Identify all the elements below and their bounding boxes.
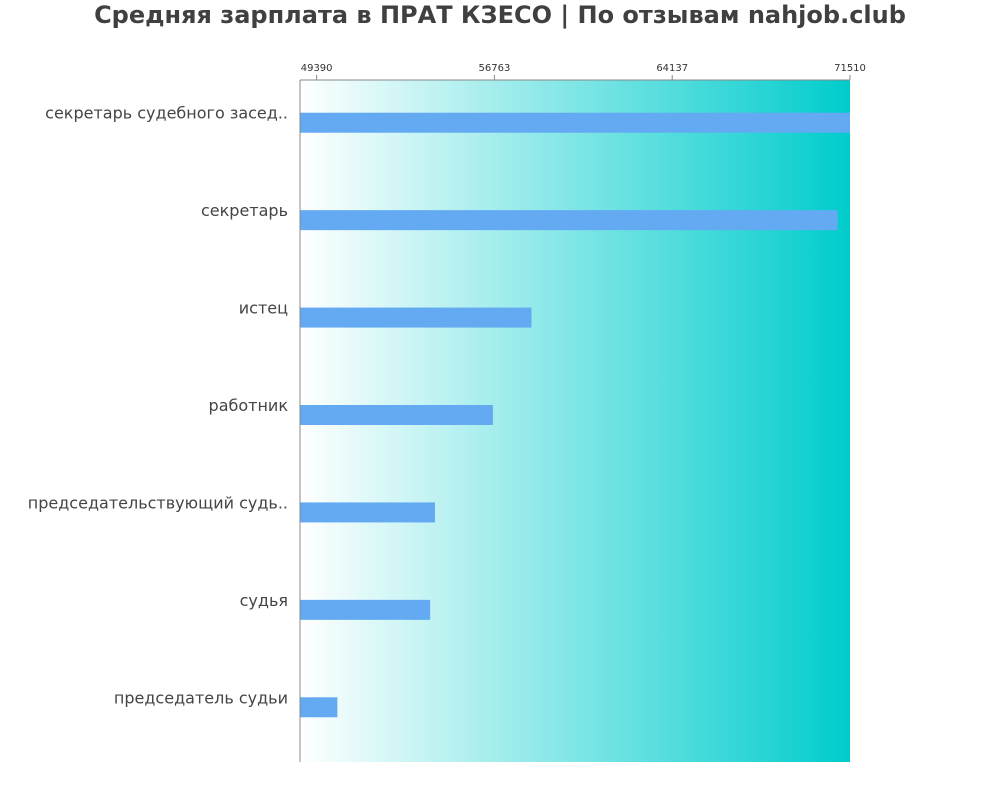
- category-label: секретарь судебного засед..: [45, 104, 288, 123]
- x-axis-ticks: 49390 56763 64137 71510: [301, 63, 866, 80]
- bar-5: [300, 599, 431, 620]
- category-label: работник: [209, 396, 289, 415]
- bar-0: [300, 112, 850, 133]
- x-tick-label: 56763: [479, 63, 511, 74]
- category-label: председательствующий судь..: [28, 493, 288, 512]
- bar-3: [300, 405, 493, 425]
- x-tick-label: 49390: [301, 63, 333, 74]
- bar-6: [300, 697, 338, 718]
- category-label: истец: [239, 299, 288, 318]
- chart-title: Средняя зарплата в ПРАТ КЗЕСО | По отзыв…: [94, 1, 906, 29]
- bar-2: [300, 307, 532, 328]
- bars: [300, 112, 850, 718]
- category-label: судья: [240, 591, 288, 610]
- bar-4: [300, 502, 436, 523]
- x-tick-label: 71510: [834, 63, 866, 74]
- x-tick-label: 64137: [656, 63, 688, 74]
- bar-1: [300, 210, 838, 231]
- category-label: председатель судьи: [114, 688, 288, 707]
- category-label: секретарь: [201, 201, 288, 220]
- category-labels: секретарь судебного засед.. секретарь исте…: [28, 104, 289, 708]
